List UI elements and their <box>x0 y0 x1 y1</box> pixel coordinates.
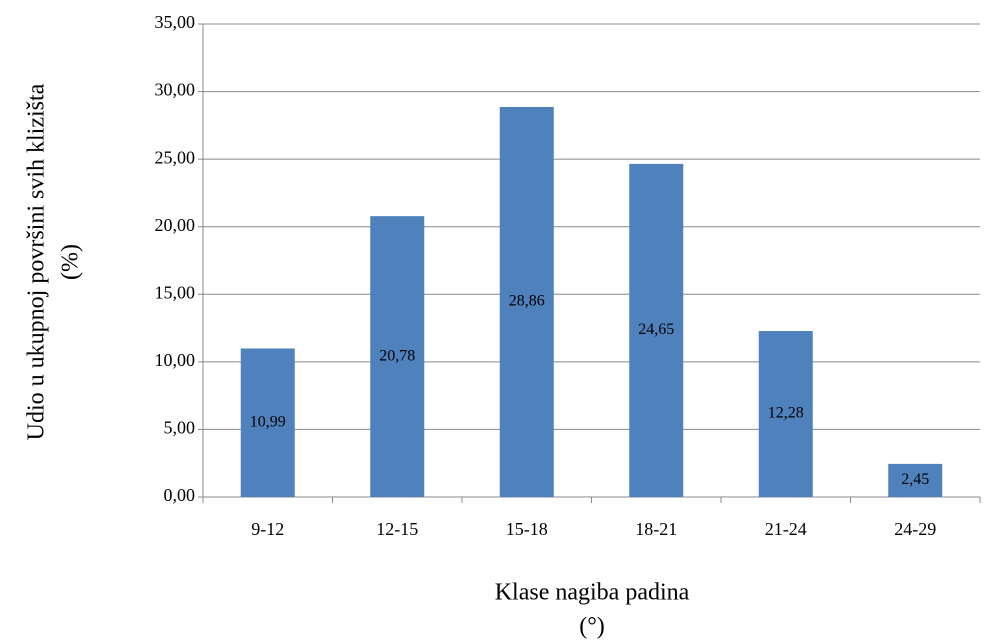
x-axis-title: (°) <box>579 614 605 640</box>
y-tick-label: 0,00 <box>164 485 196 505</box>
y-tick-label: 5,00 <box>164 418 196 438</box>
x-tick-label: 12-15 <box>376 519 418 539</box>
data-label: 12,28 <box>768 405 804 422</box>
data-label: 28,86 <box>509 293 545 310</box>
y-tick-label: 30,00 <box>155 80 196 100</box>
x-axis-title: Klase nagiba padina <box>495 580 690 606</box>
bar <box>240 348 295 497</box>
y-axis-title: Udio u ukupnoj površini svih klizišta <box>24 83 50 440</box>
y-tick-label: 25,00 <box>155 147 196 167</box>
y-tick-label: 15,00 <box>155 282 196 302</box>
data-label: 2,45 <box>901 471 929 488</box>
x-tick-label: 9-12 <box>251 519 284 539</box>
y-tick-label: 20,00 <box>155 215 196 235</box>
bar <box>370 216 425 497</box>
x-tick-label: 21-24 <box>765 519 807 539</box>
data-label: 10,99 <box>250 413 286 430</box>
data-label: 20,78 <box>379 347 415 364</box>
y-axis-title: (%) <box>58 244 84 280</box>
x-tick-label: 18-21 <box>635 519 677 539</box>
x-tick-label: 15-18 <box>506 519 548 539</box>
bar <box>499 106 554 497</box>
y-tick-label: 10,00 <box>155 350 196 370</box>
bar <box>758 331 813 497</box>
bar <box>888 463 943 497</box>
x-tick-label: 24-29 <box>894 519 936 539</box>
data-label: 24,65 <box>638 321 674 338</box>
y-tick-label: 35,00 <box>155 12 196 32</box>
bar <box>629 163 684 497</box>
